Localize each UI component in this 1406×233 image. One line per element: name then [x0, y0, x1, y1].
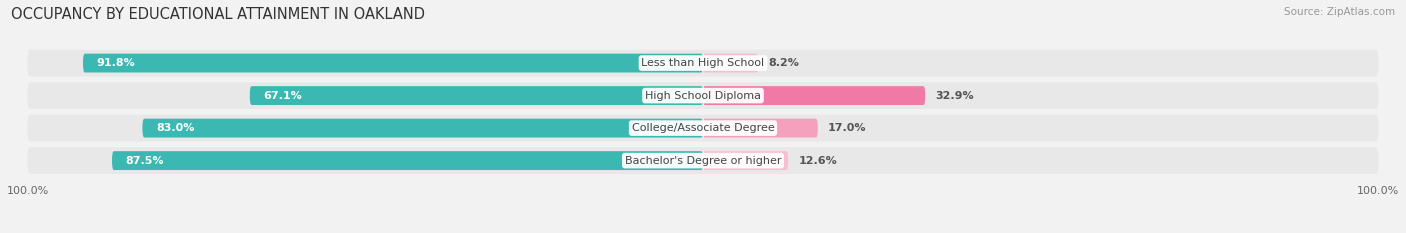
FancyBboxPatch shape	[703, 151, 789, 170]
FancyBboxPatch shape	[142, 119, 703, 137]
FancyBboxPatch shape	[703, 119, 818, 137]
FancyBboxPatch shape	[28, 115, 1378, 141]
Text: 8.2%: 8.2%	[769, 58, 800, 68]
Text: Less than High School: Less than High School	[641, 58, 765, 68]
Text: 32.9%: 32.9%	[935, 91, 974, 101]
Text: 12.6%: 12.6%	[799, 156, 837, 166]
FancyBboxPatch shape	[28, 50, 1378, 76]
Text: 87.5%: 87.5%	[125, 156, 165, 166]
Text: College/Associate Degree: College/Associate Degree	[631, 123, 775, 133]
Text: 17.0%: 17.0%	[828, 123, 866, 133]
Text: OCCUPANCY BY EDUCATIONAL ATTAINMENT IN OAKLAND: OCCUPANCY BY EDUCATIONAL ATTAINMENT IN O…	[11, 7, 425, 22]
Text: 67.1%: 67.1%	[263, 91, 302, 101]
Text: 83.0%: 83.0%	[156, 123, 194, 133]
FancyBboxPatch shape	[112, 151, 703, 170]
Text: Bachelor's Degree or higher: Bachelor's Degree or higher	[624, 156, 782, 166]
Text: High School Diploma: High School Diploma	[645, 91, 761, 101]
FancyBboxPatch shape	[83, 54, 703, 72]
FancyBboxPatch shape	[28, 82, 1378, 109]
FancyBboxPatch shape	[703, 86, 925, 105]
FancyBboxPatch shape	[250, 86, 703, 105]
Text: Source: ZipAtlas.com: Source: ZipAtlas.com	[1284, 7, 1395, 17]
Text: 91.8%: 91.8%	[97, 58, 135, 68]
FancyBboxPatch shape	[28, 147, 1378, 174]
FancyBboxPatch shape	[703, 54, 758, 72]
